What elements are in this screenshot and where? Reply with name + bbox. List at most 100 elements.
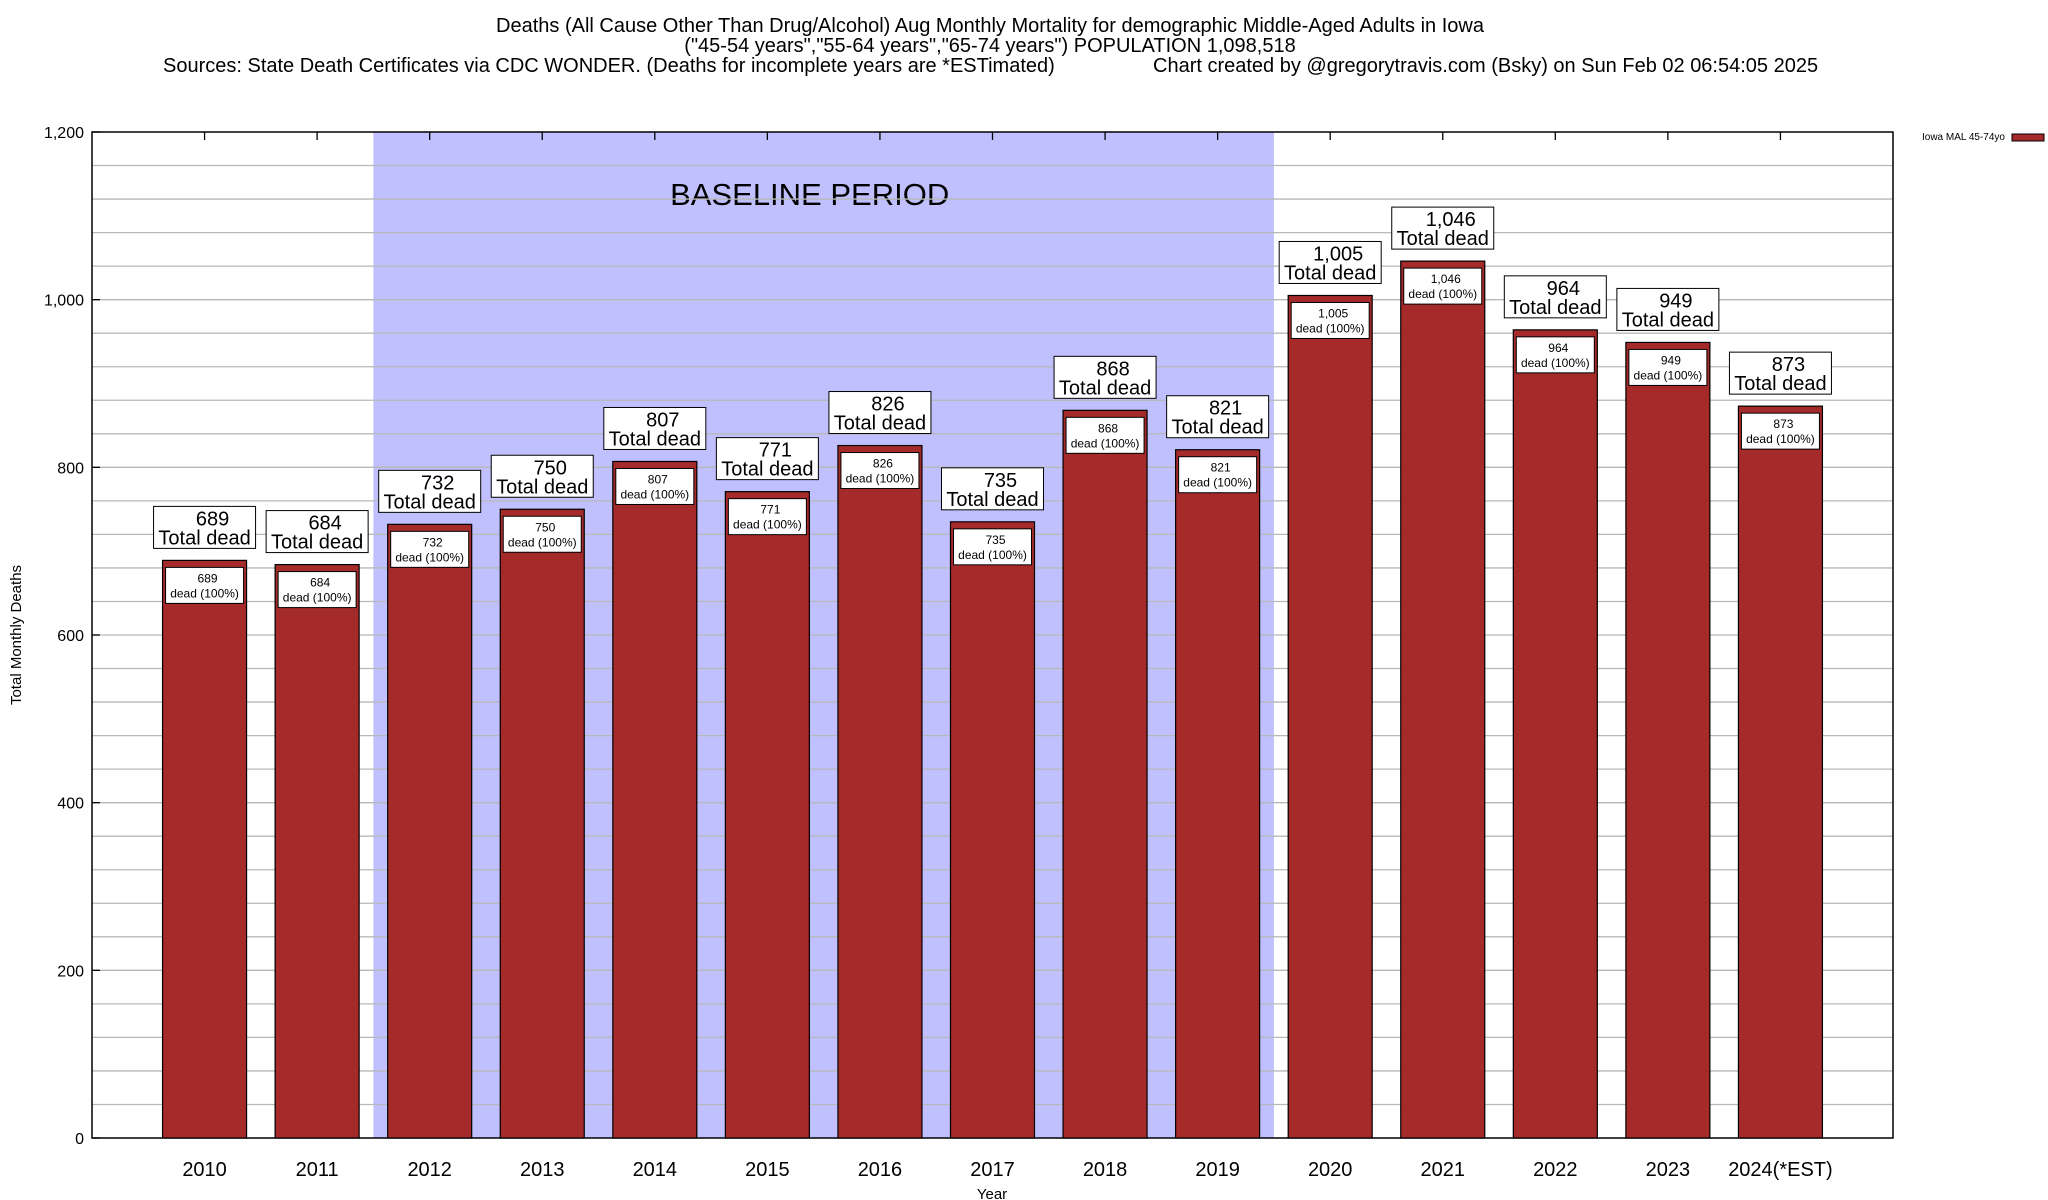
bar xyxy=(837,444,923,1139)
x-tick-label: 2023 xyxy=(1646,1159,1691,1181)
bar-total-label-box xyxy=(490,454,594,498)
bar-inner-label: dead (100%) xyxy=(620,487,689,501)
bar-inner-value: 1,005 xyxy=(1318,306,1348,320)
bar-inner-value: 826 xyxy=(873,457,893,471)
bar-total-label: Total dead xyxy=(271,532,363,554)
bar-total-value: 689 xyxy=(196,508,229,530)
x-tick-label: 2021 xyxy=(1421,1159,1466,1181)
x-tick-label: 2010 xyxy=(182,1159,227,1181)
bar-inner-label-box xyxy=(1403,267,1483,305)
chart-title-line-1: Deaths (All Cause Other Than Drug/Alcoho… xyxy=(496,15,1485,37)
bar-inner-label: dead (100%) xyxy=(395,550,464,564)
bar xyxy=(387,523,473,1139)
bar-inner-label: dead (100%) xyxy=(1521,356,1590,370)
bar xyxy=(499,508,585,1139)
bar-total-value: 826 xyxy=(871,394,904,416)
bar-inner-label: dead (100%) xyxy=(1746,432,1815,446)
bar-inner-value: 771 xyxy=(760,503,780,517)
bar-inner-value: 732 xyxy=(423,535,443,549)
x-tick-label: 2024(*EST) xyxy=(1728,1159,1833,1181)
bar-inner-label: dead (100%) xyxy=(733,518,802,532)
bar-total-label-box xyxy=(941,467,1044,511)
bar-inner-label-box xyxy=(390,530,470,568)
bar-total-label: Total dead xyxy=(158,527,250,549)
bar-inner-label: dead (100%) xyxy=(846,472,915,486)
bar xyxy=(949,521,1036,1139)
bar-total-label: Total dead xyxy=(1509,297,1601,319)
bar-inner-label-box xyxy=(1628,348,1708,386)
bar-inner-label: dead (100%) xyxy=(1296,321,1365,335)
bar-total-label: Total dead xyxy=(946,489,1038,511)
bar-total-label: Total dead xyxy=(496,476,588,498)
y-tick-label: 200 xyxy=(57,963,84,980)
bar xyxy=(161,559,248,1139)
bar-inner-label: dead (100%) xyxy=(170,586,239,600)
bar-inner-label: dead (100%) xyxy=(958,548,1027,562)
bar-total-value: 807 xyxy=(646,409,679,431)
x-tick-label: 2017 xyxy=(970,1159,1015,1181)
bar-total-label-box xyxy=(1616,287,1720,331)
bar-total-label-box xyxy=(603,406,707,450)
bar-inner-label-box xyxy=(1290,301,1370,339)
bar-inner-value: 735 xyxy=(985,533,1005,547)
bar-total-label: Total dead xyxy=(384,491,476,513)
bar-total-label: Total dead xyxy=(834,413,926,435)
y-tick-label: 600 xyxy=(57,628,84,645)
bar-total-value: 750 xyxy=(534,457,567,479)
bar-inner-label: dead (100%) xyxy=(1183,476,1252,490)
bar-total-label: Total dead xyxy=(1059,377,1151,399)
x-tick-label: 2013 xyxy=(520,1159,565,1181)
bar xyxy=(1737,405,1824,1139)
bar-inner-label: dead (100%) xyxy=(1071,436,1140,450)
bar-total-label-box xyxy=(153,505,257,549)
bar-total-value: 1,005 xyxy=(1313,243,1363,265)
bar-total-label: Total dead xyxy=(1734,373,1826,395)
x-tick-label: 2011 xyxy=(296,1159,339,1181)
bar xyxy=(1175,449,1261,1139)
bar-inner-value: 750 xyxy=(535,520,555,534)
bar-inner-label-box xyxy=(502,515,582,553)
bar-total-label: Total dead xyxy=(1397,228,1489,250)
y-tick-label: 1,000 xyxy=(44,293,84,310)
bar-total-label-box xyxy=(378,469,482,513)
bar-total-value: 964 xyxy=(1547,278,1580,300)
bar-inner-value: 868 xyxy=(1098,421,1118,435)
bar-total-value: 735 xyxy=(984,470,1017,492)
bar-total-label-box xyxy=(265,510,369,554)
bar-total-value: 684 xyxy=(308,513,341,535)
bar-total-value: 1,046 xyxy=(1426,209,1476,231)
bar-inner-label-box xyxy=(615,467,695,505)
bar-total-label-box xyxy=(1053,355,1157,399)
bar-inner-value: 949 xyxy=(1661,353,1681,367)
y-tick-label: 800 xyxy=(57,460,84,477)
bar-total-label: Total dead xyxy=(1284,262,1376,284)
chart-title-line-2: ("45-54 years","55-64 years","65-74 year… xyxy=(684,35,1295,57)
x-tick-label: 2012 xyxy=(407,1159,452,1181)
bar-total-value: 868 xyxy=(1096,358,1129,380)
bar-inner-value: 807 xyxy=(648,472,668,486)
bar-inner-label-box xyxy=(165,566,245,604)
bar-total-label: Total dead xyxy=(609,428,701,450)
y-tick-label: 0 xyxy=(75,1131,84,1148)
bar-inner-label-box xyxy=(840,452,920,490)
bar-total-value: 821 xyxy=(1209,398,1242,420)
bar-total-label-box xyxy=(1391,206,1495,250)
bar-total-label-box xyxy=(1278,240,1382,284)
bar-total-label-box xyxy=(1166,395,1270,439)
bar xyxy=(1512,329,1598,1139)
bar xyxy=(1062,409,1148,1139)
bar xyxy=(1625,341,1711,1139)
bar-total-value: 949 xyxy=(1659,290,1692,312)
bar-inner-label-box xyxy=(727,498,807,536)
x-axis-label: Year xyxy=(977,1186,1007,1200)
bar xyxy=(1400,260,1486,1139)
bar-total-value: 873 xyxy=(1772,354,1805,376)
x-tick-label: 2018 xyxy=(1083,1159,1128,1181)
bar xyxy=(1287,294,1373,1139)
x-tick-label: 2015 xyxy=(745,1159,790,1181)
bar-inner-label-box xyxy=(1515,336,1595,374)
bar-inner-label: dead (100%) xyxy=(283,591,352,605)
bar-inner-label: dead (100%) xyxy=(1408,287,1477,301)
chart-credit: Chart created by @gregorytravis.com (Bsk… xyxy=(1153,55,1818,77)
